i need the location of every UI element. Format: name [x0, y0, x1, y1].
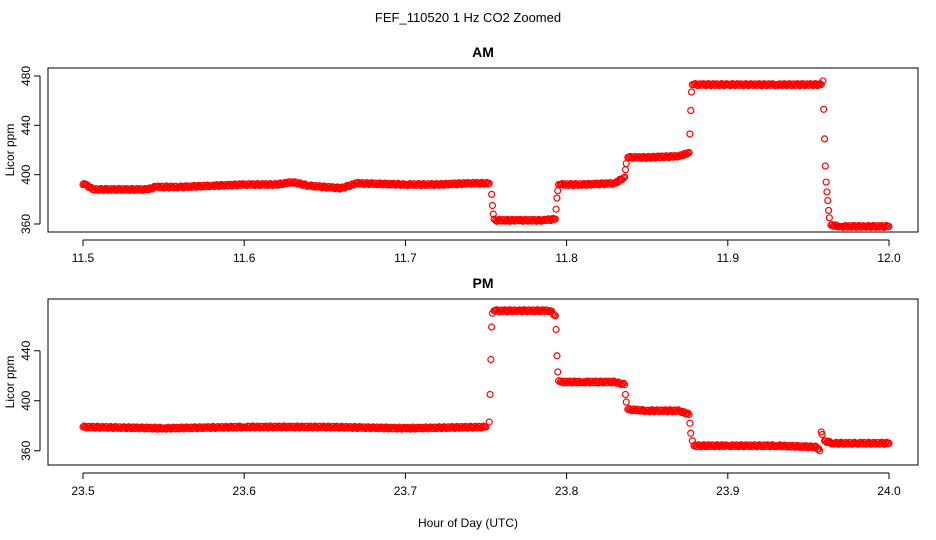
am-data-point [820, 135, 829, 143]
am-x-tick-label: 11.8 [555, 251, 578, 265]
am-data-point [822, 178, 830, 186]
am-data-point [622, 159, 630, 168]
pm-x-tick-label: 23.5 [71, 484, 95, 498]
pm-data-point [816, 447, 824, 455]
pm-data-point [685, 410, 693, 419]
pm-data-point [818, 430, 826, 439]
am-data-point [824, 196, 832, 205]
am-data-point [552, 205, 560, 213]
am-plot-box [47, 67, 919, 233]
pm-plot-box [47, 298, 919, 466]
am-data-point [681, 149, 690, 157]
am-data-point [819, 77, 827, 85]
am-x-tick-label: 12.0 [877, 251, 901, 265]
pm-x-tick-label: 23.8 [555, 484, 579, 498]
am-data-point [489, 210, 497, 218]
pm-y-tick-label: 440 [19, 340, 33, 360]
am-data-point [687, 106, 695, 115]
am-data-point [621, 166, 630, 174]
pm-data-point [686, 419, 694, 427]
pm-data-points [79, 306, 893, 455]
pm-data-point [551, 312, 559, 320]
pm-data-point [554, 368, 562, 376]
figure-x-axis-label: Hour of Day (UTC) [418, 516, 518, 530]
pm-data-point [487, 355, 495, 364]
am-panel-title: AM [472, 44, 494, 60]
pm-data-point [619, 379, 628, 387]
am-x-tick-label: 11.5 [72, 251, 95, 265]
am-data-point [686, 130, 694, 138]
am-data-point [820, 105, 828, 113]
am-y-tick-label: 360 [19, 214, 33, 234]
figure-title: FEF_110520 1 Hz CO2 Zoomed [375, 10, 561, 25]
am-y-tick-label: 440 [19, 115, 33, 135]
am-data-point [553, 194, 561, 202]
am-data-point [621, 173, 629, 181]
am-data-point [488, 190, 496, 198]
pm-x-tick-label: 23.6 [233, 484, 257, 498]
am-x-tick-label: 11.6 [233, 251, 256, 265]
pm-panel-title: PM [473, 275, 494, 291]
pm-panel: PM 23.5 23.6 23.7 23.8 23.9 24.0 360 400 440Licor… [3, 275, 919, 498]
am-data-point [554, 187, 562, 195]
am-data-point [817, 81, 825, 89]
am-panel: AM 11.5 11.6 11.7 11.8 11.9 12.0 360 400 440 480 Li… [3, 44, 919, 265]
am-data-point [825, 214, 833, 222]
am-data-point [823, 188, 831, 196]
am-data-point [684, 149, 692, 157]
am-data-point [687, 88, 696, 96]
pm-y-tick-label: 400 [19, 390, 33, 410]
pm-data-point [684, 409, 692, 417]
pm-data-point [486, 390, 494, 399]
am-data-point [619, 174, 628, 182]
pm-data-point [885, 439, 893, 447]
am-data-point [881, 222, 889, 231]
am-x-tick-label: 11.9 [717, 251, 740, 265]
am-data-point [485, 179, 493, 187]
am-data-point [824, 206, 833, 215]
am-data-point [821, 162, 829, 170]
am-data-point [885, 222, 893, 231]
am-data-point [551, 215, 559, 223]
am-x-tick-label: 11.7 [394, 251, 417, 265]
am-data-point [685, 148, 693, 157]
pm-y-tick-label: 360 [19, 440, 33, 460]
pm-data-point [485, 418, 493, 426]
pm-data-point [622, 398, 630, 406]
am-data-point [488, 201, 497, 210]
pm-data-point [482, 423, 490, 431]
pm-x-tick-label: 23.7 [394, 484, 418, 498]
pm-x-tick-label: 23.9 [716, 484, 740, 498]
am-y-axis-label: Licor ppm [3, 124, 17, 177]
am-y-tick-label: 480 [19, 66, 33, 86]
pm-data-point [621, 380, 629, 389]
pm-data-point [552, 325, 560, 334]
pm-x-tick-label: 24.0 [877, 484, 901, 498]
am-data-point [548, 215, 556, 224]
pm-data-point [621, 390, 630, 399]
am-data-points [79, 77, 893, 232]
pm-data-point [687, 429, 695, 437]
pm-data-point [553, 352, 561, 360]
pm-y-axis-label: Licor ppm [3, 356, 17, 409]
pm-data-point [488, 323, 496, 331]
am-y-tick-label: 400 [19, 164, 33, 184]
